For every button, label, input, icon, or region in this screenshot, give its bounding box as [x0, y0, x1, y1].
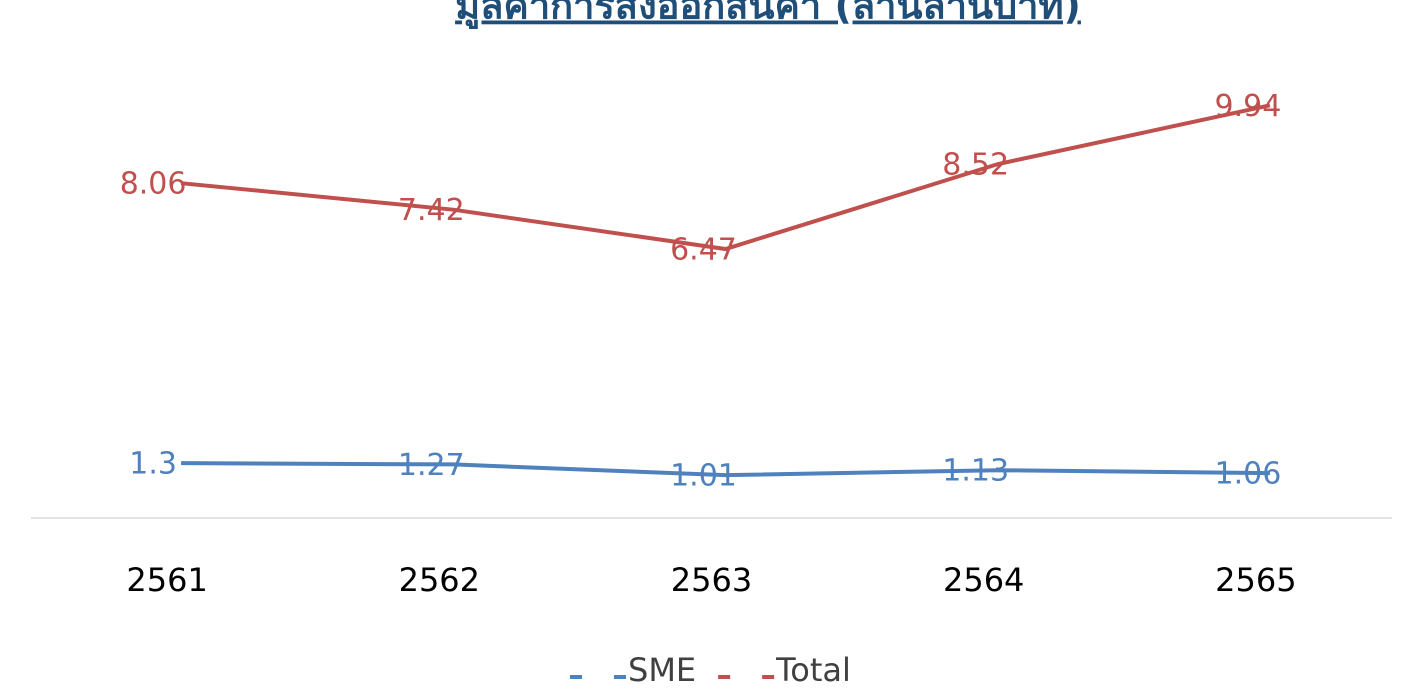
x-tick-label: 2564 [943, 561, 1024, 599]
data-label: 1.01 [670, 459, 737, 494]
data-label: 8.06 [120, 167, 187, 202]
data-label: 1.06 [1215, 457, 1282, 492]
data-label: 1.3 [129, 447, 177, 482]
data-label: 1.27 [398, 448, 465, 483]
data-label: 8.52 [942, 148, 1009, 183]
series-line [180, 103, 1271, 252]
data-label: 6.47 [670, 233, 737, 268]
x-tick-label: 2561 [126, 561, 207, 599]
data-label: 1.13 [942, 454, 1009, 489]
data-label: 7.42 [398, 193, 465, 228]
x-tick-label: 2563 [671, 561, 752, 599]
legend-label: Total [775, 651, 851, 689]
chart-title: มูลค่าการส่งออกสินค้า (ล้านล้านบาท) [455, 0, 1081, 30]
legend-label: SME [628, 651, 696, 689]
data-label: 9.94 [1215, 89, 1282, 124]
series-line [181, 461, 1270, 478]
x-tick-label: 2565 [1215, 561, 1296, 599]
x-tick-label: 2562 [399, 561, 480, 599]
